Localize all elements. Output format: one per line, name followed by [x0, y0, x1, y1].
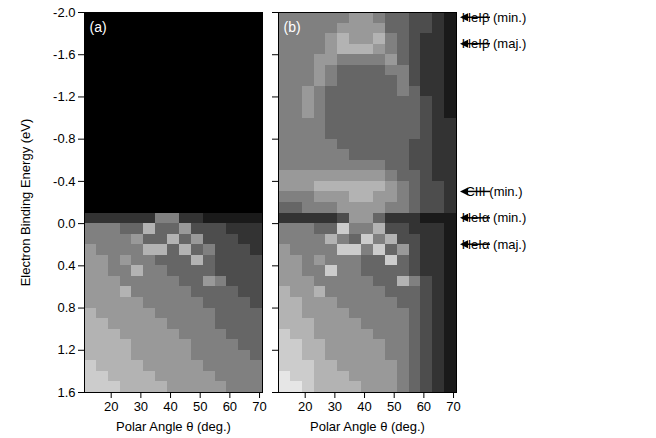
svg-text:70: 70	[446, 399, 460, 414]
svg-text:-1.6: -1.6	[53, 47, 75, 62]
svg-text:30: 30	[328, 399, 342, 414]
svg-text:CIII (min.): CIII (min.)	[465, 184, 522, 199]
svg-text:(a): (a)	[90, 19, 107, 35]
svg-text:40: 40	[357, 399, 371, 414]
svg-text:60: 60	[223, 399, 237, 414]
svg-text:-0.4: -0.4	[53, 174, 75, 189]
svg-text:30: 30	[134, 399, 148, 414]
svg-text:0.8: 0.8	[57, 300, 75, 315]
svg-text:20: 20	[104, 399, 118, 414]
svg-text:60: 60	[417, 399, 431, 414]
svg-text:40: 40	[163, 399, 177, 414]
svg-text:50: 50	[193, 399, 207, 414]
svg-text:0.0: 0.0	[57, 216, 75, 231]
svg-text:HeIβ (maj.): HeIβ (maj.)	[462, 36, 527, 51]
svg-text:HeIα (min.): HeIα (min.)	[462, 210, 527, 225]
svg-text:0.4: 0.4	[57, 258, 75, 273]
svg-text:50: 50	[387, 399, 401, 414]
svg-text:1.6: 1.6	[57, 385, 75, 400]
svg-text:Polar Angle θ (deg.): Polar Angle θ (deg.)	[310, 419, 425, 434]
svg-text:HeIα (maj.): HeIα (maj.)	[462, 237, 527, 252]
svg-text:HeIβ (min.): HeIβ (min.)	[462, 10, 527, 25]
svg-text:-1.2: -1.2	[53, 89, 75, 104]
svg-text:20: 20	[298, 399, 312, 414]
svg-text:-0.8: -0.8	[53, 131, 75, 146]
svg-text:70: 70	[252, 399, 266, 414]
svg-text:-2.0: -2.0	[53, 5, 75, 20]
svg-text:(b): (b)	[284, 19, 301, 35]
svg-text:Electron Binding Energy (eV): Electron Binding Energy (eV)	[18, 119, 33, 287]
svg-text:Polar Angle θ (deg.): Polar Angle θ (deg.)	[116, 419, 231, 434]
svg-text:1.2: 1.2	[57, 342, 75, 357]
